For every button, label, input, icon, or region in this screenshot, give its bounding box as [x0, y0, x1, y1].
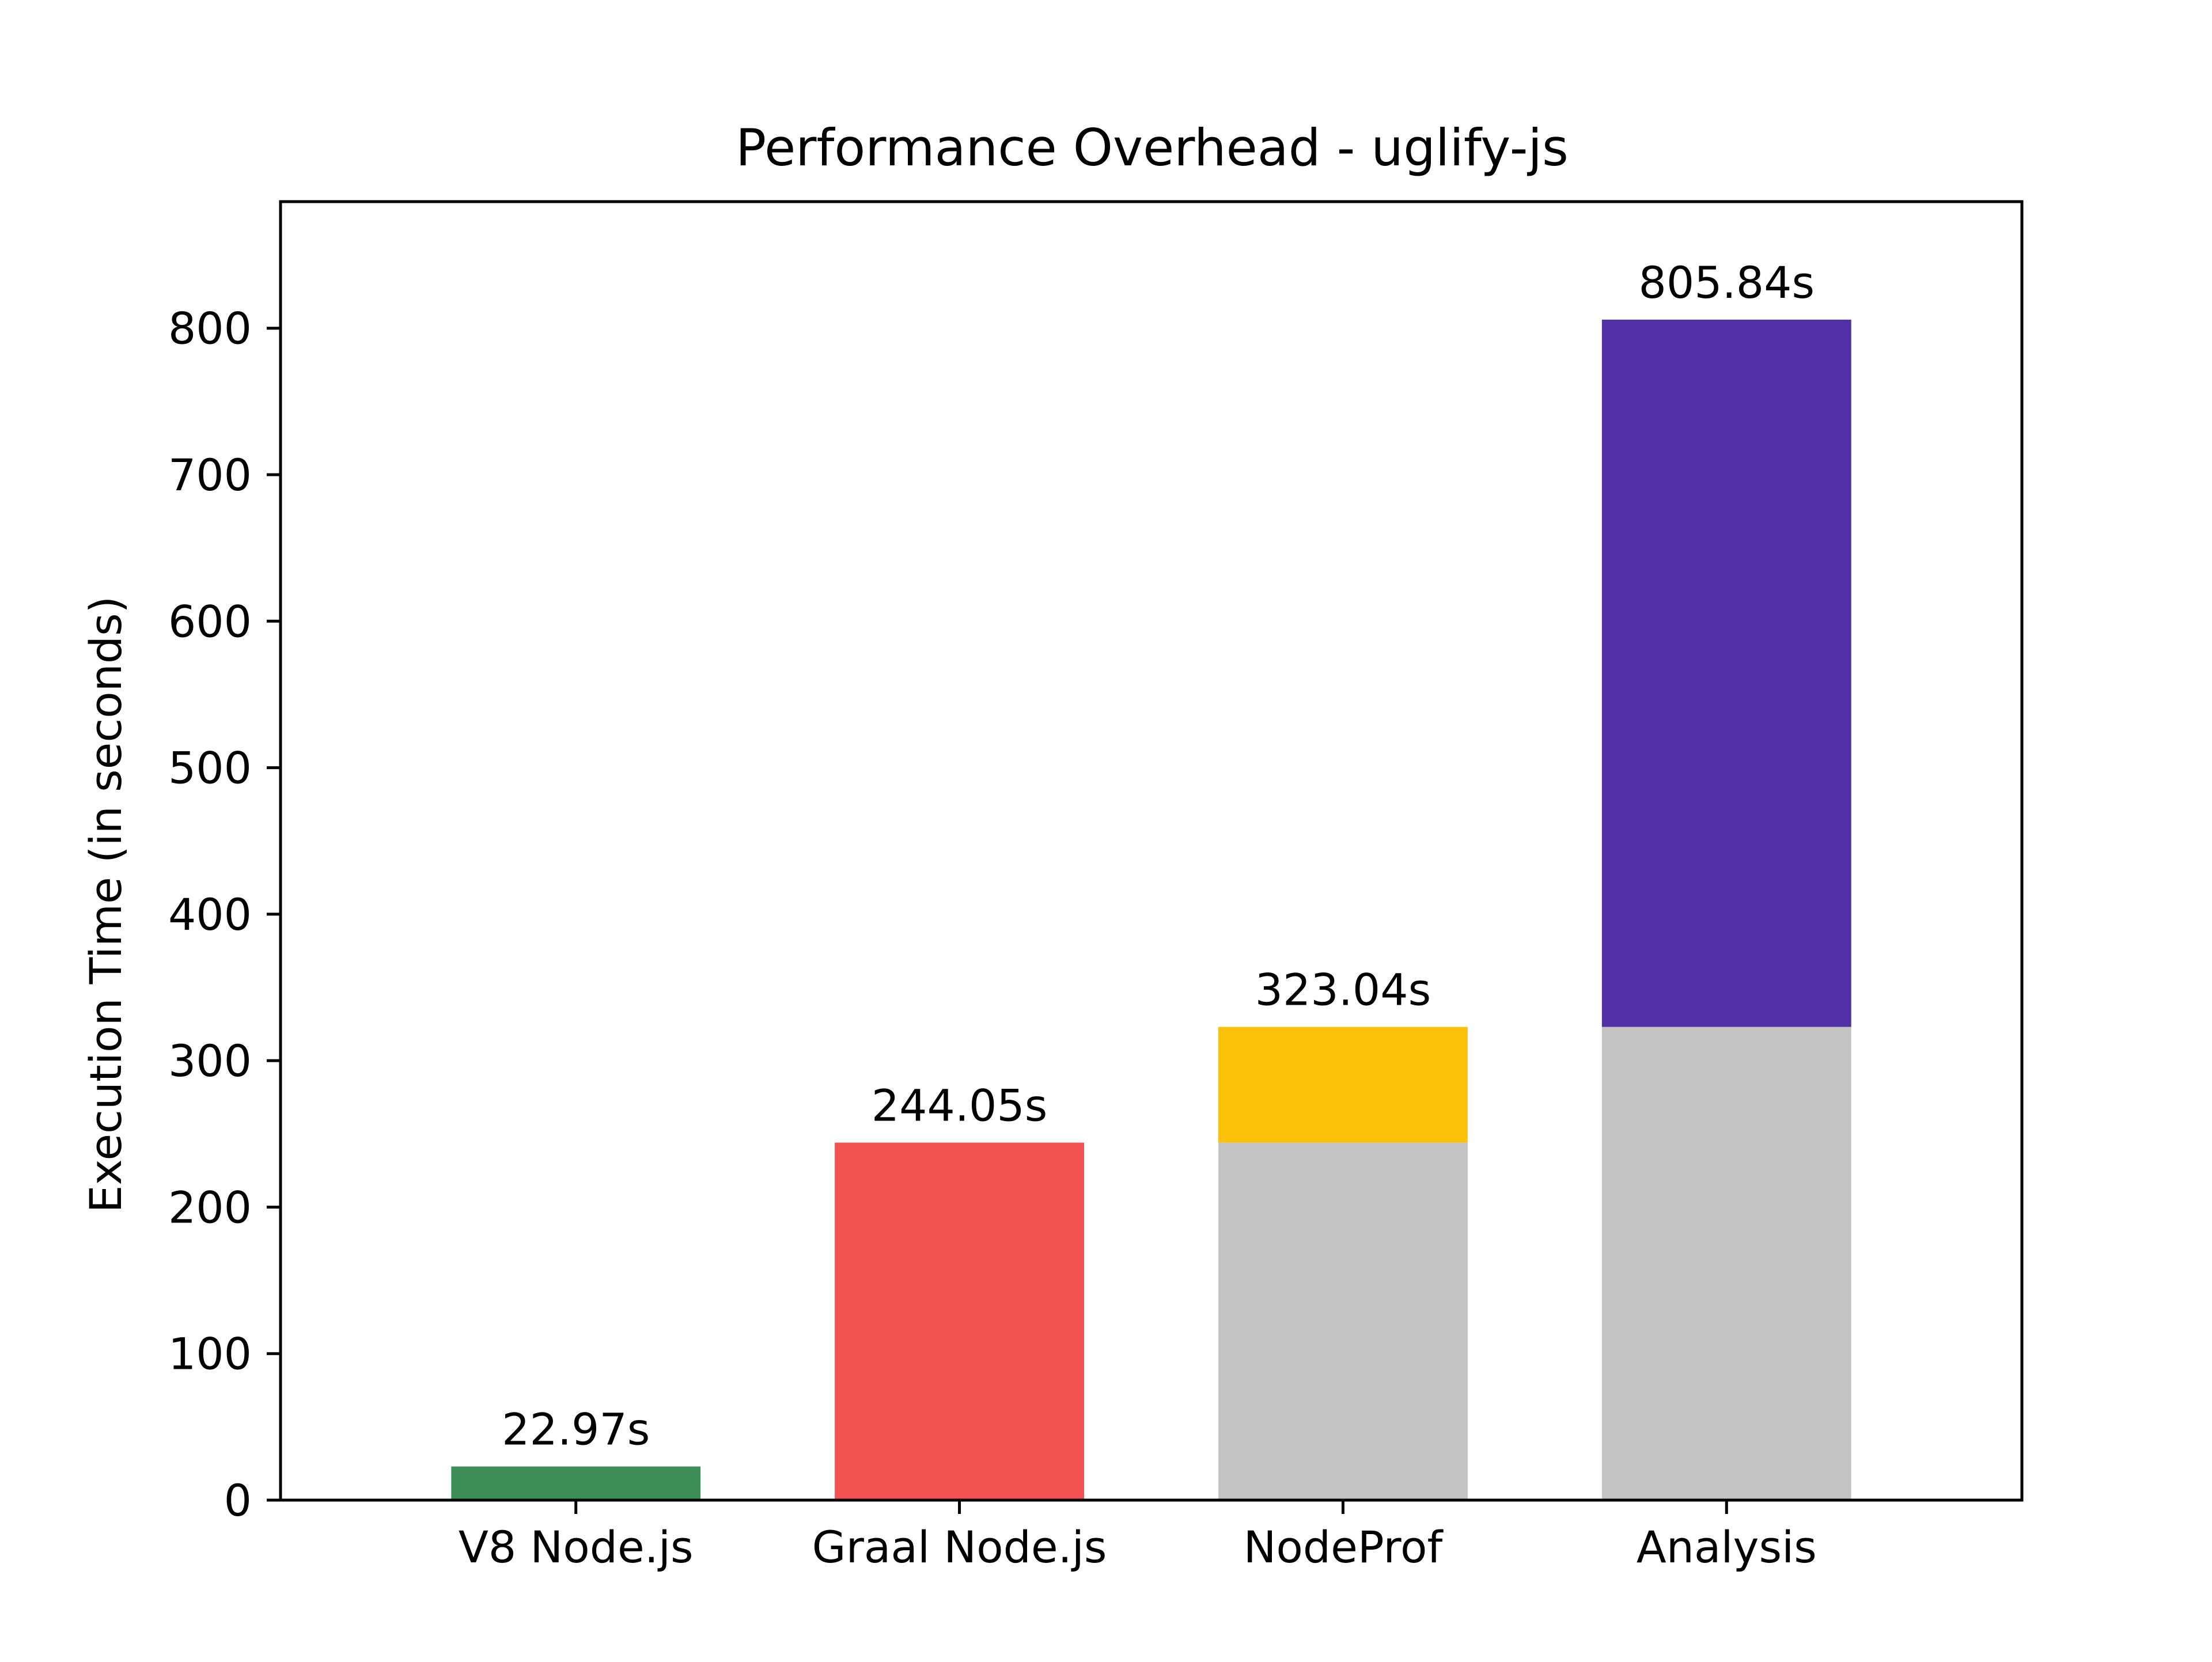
bar-segment-0-0: [451, 1466, 701, 1500]
x-tick-label-0: V8 Node.js: [459, 1521, 694, 1573]
y-tick-label-0: 0: [224, 1475, 252, 1526]
plot-area: 22.97s 244.05s 323.04s 805.84s 0 100 200 300 400…: [168, 200, 2024, 1573]
y-tick-label-4: 400: [168, 889, 252, 940]
data-label-1: 244.05s: [872, 1080, 1048, 1131]
y-tick-label-1: 100: [168, 1328, 252, 1380]
bar-segment-1-0: [835, 1142, 1084, 1500]
bar-segment-3-1: [1601, 319, 1851, 1027]
chart-title: Performance Overhead - uglify-js: [736, 118, 1569, 177]
x-tick-label-3: Analysis: [1637, 1521, 1817, 1573]
y-tick-label-8: 800: [168, 303, 252, 354]
y-tick-label-7: 700: [168, 449, 252, 501]
x-tick-label-2: NodeProf: [1244, 1521, 1444, 1573]
x-tick-label-1: Graal Node.js: [812, 1521, 1107, 1573]
y-tick-label-3: 300: [168, 1035, 252, 1086]
axes-frame: [279, 200, 2024, 1502]
bar-segment-2-1: [1218, 1027, 1468, 1143]
bar-segment-2-0: [1218, 1142, 1468, 1500]
bar-segment-3-0: [1601, 1027, 1851, 1500]
data-label-3: 805.84s: [1639, 257, 1815, 308]
data-label-2: 323.04s: [1255, 964, 1431, 1016]
data-label-0: 22.97s: [502, 1404, 650, 1455]
y-axis-label: Execution Time (in seconds): [80, 596, 131, 1213]
y-tick-label-2: 200: [168, 1182, 252, 1233]
y-tick-label-6: 600: [168, 596, 252, 647]
y-tick-label-5: 500: [168, 743, 252, 794]
